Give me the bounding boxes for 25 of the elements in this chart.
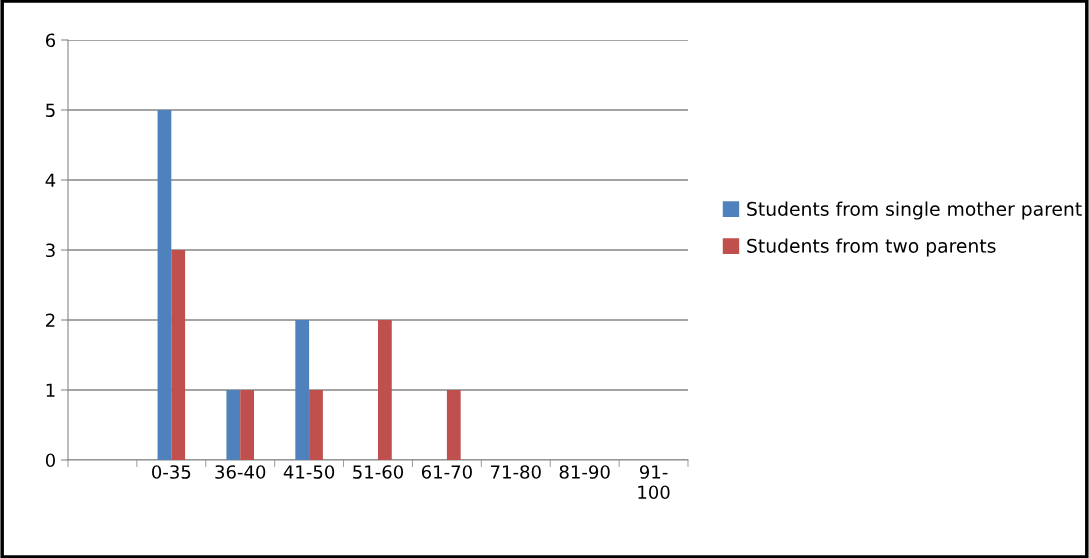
y-tick-label: 0 <box>45 453 55 468</box>
legend-label: Students from single mother parent <box>747 201 1082 220</box>
bar <box>295 320 310 460</box>
y-tick-label: 3 <box>46 243 55 258</box>
x-tick-label: 51-60 <box>353 465 404 479</box>
bar <box>157 110 172 460</box>
x-tick-label: 81-90 <box>559 465 610 479</box>
x-tick-label: 36-40 <box>215 465 266 479</box>
y-tick-label: 5 <box>46 103 55 118</box>
x-tick-label: 71-80 <box>491 465 541 479</box>
x-tick-label: 91- 100 <box>638 465 670 500</box>
bar <box>378 320 392 460</box>
y-tick-label: 4 <box>45 173 56 187</box>
x-tick-label: 41-50 <box>283 465 335 479</box>
bar <box>226 390 241 460</box>
y-tick-label: 6 <box>45 33 56 48</box>
bar <box>240 390 254 460</box>
x-tick-label: 0-35 <box>152 465 191 479</box>
y-tick-label: 1 <box>46 383 55 397</box>
bar <box>446 390 461 460</box>
legend-label: Students from two parents <box>747 238 996 257</box>
x-tick-label: 61-70 <box>421 465 472 479</box>
y-tick-label: 2 <box>46 313 55 327</box>
bar <box>309 390 323 460</box>
bar <box>171 250 186 460</box>
